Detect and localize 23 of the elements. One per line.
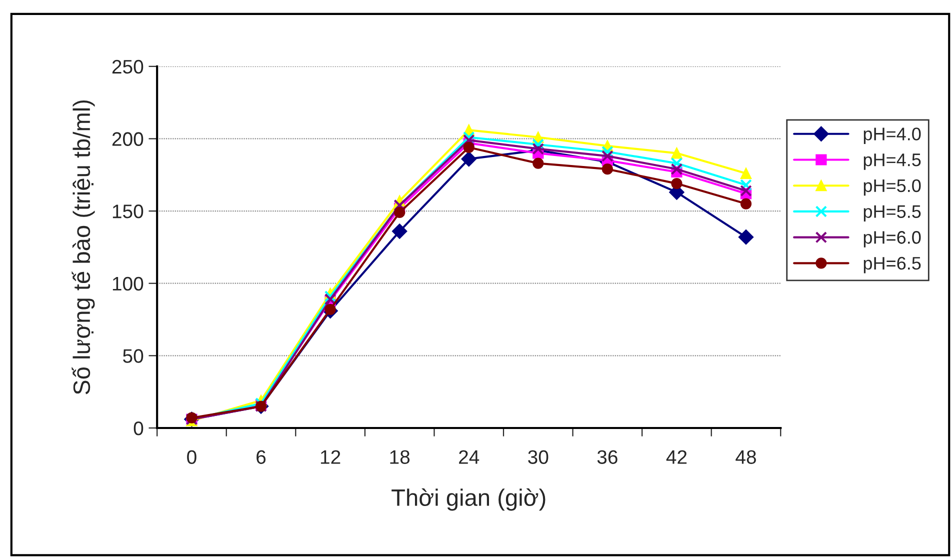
x-tick-label: 30 [528, 450, 548, 464]
x-tick-label: 6 [256, 450, 266, 464]
x-tick-label: 48 [736, 450, 756, 464]
x-axis-title: Thời gian (giờ) [392, 488, 546, 511]
y-tick-label: 200 [112, 132, 144, 146]
legend-label: pH=5.5 [864, 205, 921, 222]
x-tick-label: 0 [187, 450, 196, 464]
legend-label: pH=4.0 [864, 128, 921, 144]
y-axis-title: Số lượng tế bào (triệu tb/ml) [72, 100, 95, 394]
x-tick-label: 42 [666, 450, 687, 464]
legend-label: pH=6.0 [864, 231, 921, 248]
x-tick-label: 18 [390, 450, 410, 464]
legend-label: pH=6.5 [864, 256, 921, 274]
x-tick-label: 24 [459, 450, 480, 464]
y-tick-label: 150 [112, 204, 144, 218]
y-tick-label: 50 [123, 349, 144, 363]
y-tick-label: 0 [134, 421, 144, 436]
legend-label: pH=4.5 [864, 154, 921, 170]
x-tick-label: 12 [320, 450, 340, 464]
y-tick-label: 250 [112, 60, 144, 74]
y-tick-label: 100 [112, 276, 144, 291]
x-tick-label: 36 [597, 450, 618, 464]
legend-label: pH=5.0 [864, 179, 921, 196]
